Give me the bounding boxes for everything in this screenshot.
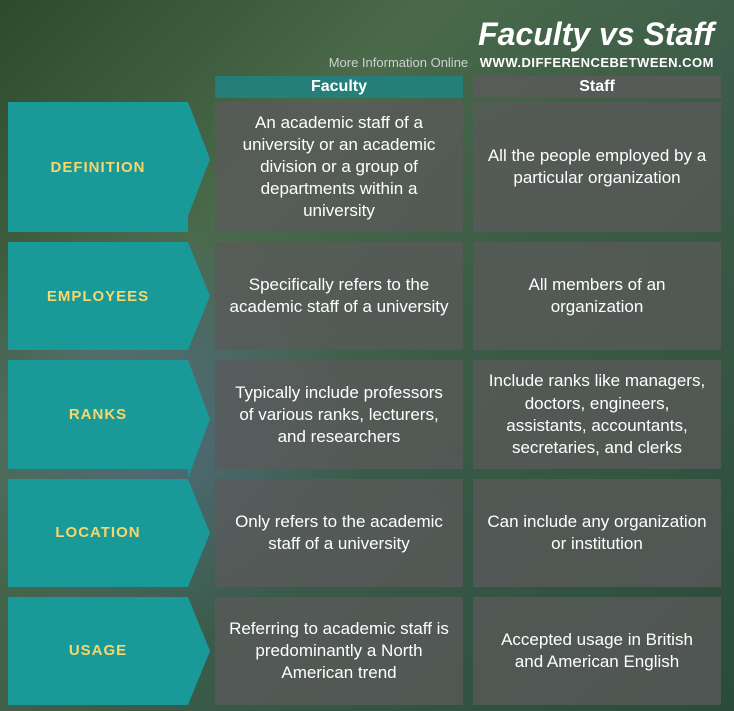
- row-label: USAGE: [8, 597, 188, 705]
- comparison-row: LOCATIONOnly refers to the academic staf…: [8, 479, 726, 587]
- row-label: EMPLOYEES: [8, 242, 188, 350]
- page-title: Faculty vs Staff: [20, 16, 714, 53]
- column-headers: Faculty Staff: [8, 76, 726, 98]
- comparison-row: RANKSTypically include professors of var…: [8, 360, 726, 468]
- row-label: DEFINITION: [8, 102, 188, 232]
- faculty-cell: Typically include professors of various …: [215, 360, 463, 468]
- faculty-cell: Only refers to the academic staff of a u…: [215, 479, 463, 587]
- staff-cell: All the people employed by a particular …: [473, 102, 721, 232]
- comparison-row: EMPLOYEESSpecifically refers to the acad…: [8, 242, 726, 350]
- more-info-label: More Information Online: [329, 55, 468, 70]
- comparison-row: USAGEReferring to academic staff is pred…: [8, 597, 726, 705]
- header-spacer: [8, 76, 210, 98]
- column-header-faculty: Faculty: [215, 76, 463, 98]
- faculty-cell: Referring to academic staff is predomina…: [215, 597, 463, 705]
- source-url: WWW.DIFFERENCEBETWEEN.COM: [480, 55, 714, 70]
- header: Faculty vs Staff: [8, 8, 726, 55]
- row-label: RANKS: [8, 360, 188, 468]
- faculty-cell: An academic staff of a university or an …: [215, 102, 463, 232]
- subtitle-bar: More Information Online WWW.DIFFERENCEBE…: [8, 55, 726, 76]
- infographic-container: Faculty vs Staff More Information Online…: [0, 0, 734, 711]
- comparison-rows: DEFINITIONAn academic staff of a univers…: [8, 102, 726, 705]
- faculty-cell: Specifically refers to the academic staf…: [215, 242, 463, 350]
- comparison-row: DEFINITIONAn academic staff of a univers…: [8, 102, 726, 232]
- staff-cell: Include ranks like managers, doctors, en…: [473, 360, 721, 468]
- row-label: LOCATION: [8, 479, 188, 587]
- staff-cell: Can include any organization or institut…: [473, 479, 721, 587]
- staff-cell: Accepted usage in British and American E…: [473, 597, 721, 705]
- staff-cell: All members of an organization: [473, 242, 721, 350]
- column-header-staff: Staff: [473, 76, 721, 98]
